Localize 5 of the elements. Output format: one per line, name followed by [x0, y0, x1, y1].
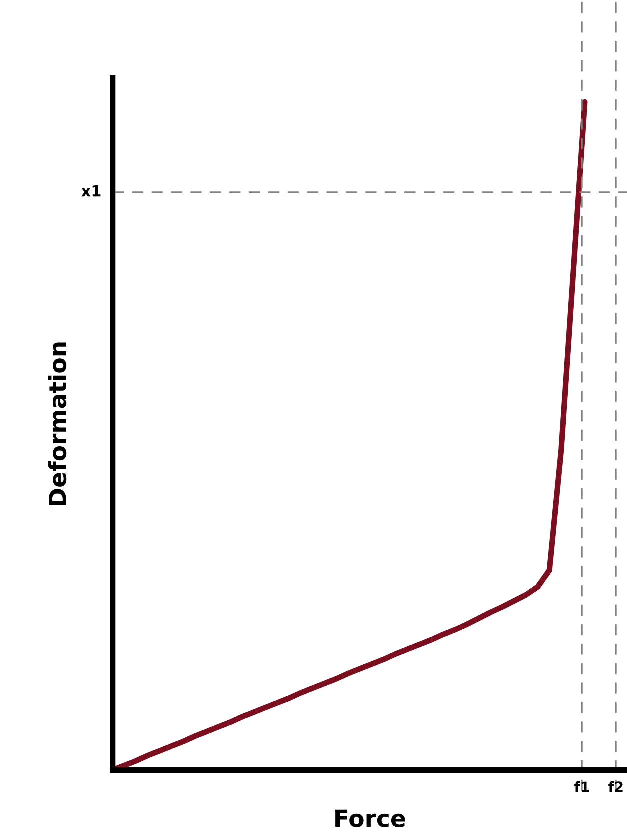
ref-line-label: x1: [81, 185, 101, 197]
text: f1: [574, 781, 590, 792]
text: f2: [608, 781, 623, 792]
x-axis-title: Force: [336, 810, 406, 828]
y-axis-title: Deformation: [48, 342, 67, 506]
